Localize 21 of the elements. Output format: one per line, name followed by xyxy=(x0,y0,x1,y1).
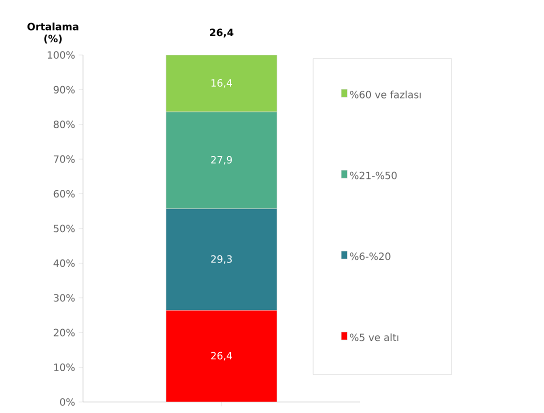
data-label: 29,3 xyxy=(211,255,232,264)
y-tick-label: 0% xyxy=(60,398,75,406)
y-tick-label: 20% xyxy=(54,328,75,336)
legend-label: %21-%50 xyxy=(350,172,397,180)
y-tick-label: 60% xyxy=(54,190,75,198)
y-tick-label: 90% xyxy=(54,86,75,94)
y-tick-label: 10% xyxy=(54,363,75,372)
legend-label: %6-%20 xyxy=(350,252,390,260)
data-label: 26,4 xyxy=(211,352,232,360)
y-tick-label: 40% xyxy=(54,259,75,267)
data-label: 16,4 xyxy=(212,79,232,88)
text: 26,4 xyxy=(210,28,234,38)
y-tick-label: 50% xyxy=(54,224,75,232)
y-tick-label: 30% xyxy=(54,294,75,302)
y-axis-title: Ortalama (%) xyxy=(27,22,78,44)
legend-label: %60 ve fazlası xyxy=(350,90,421,98)
y-tick-label: 100% xyxy=(48,51,75,59)
y-tick-label: 70% xyxy=(54,155,75,163)
y-tick-label: 80% xyxy=(54,120,75,128)
data-label: 27,9 xyxy=(211,156,232,165)
legend-label: %5 ve altı xyxy=(350,333,398,342)
